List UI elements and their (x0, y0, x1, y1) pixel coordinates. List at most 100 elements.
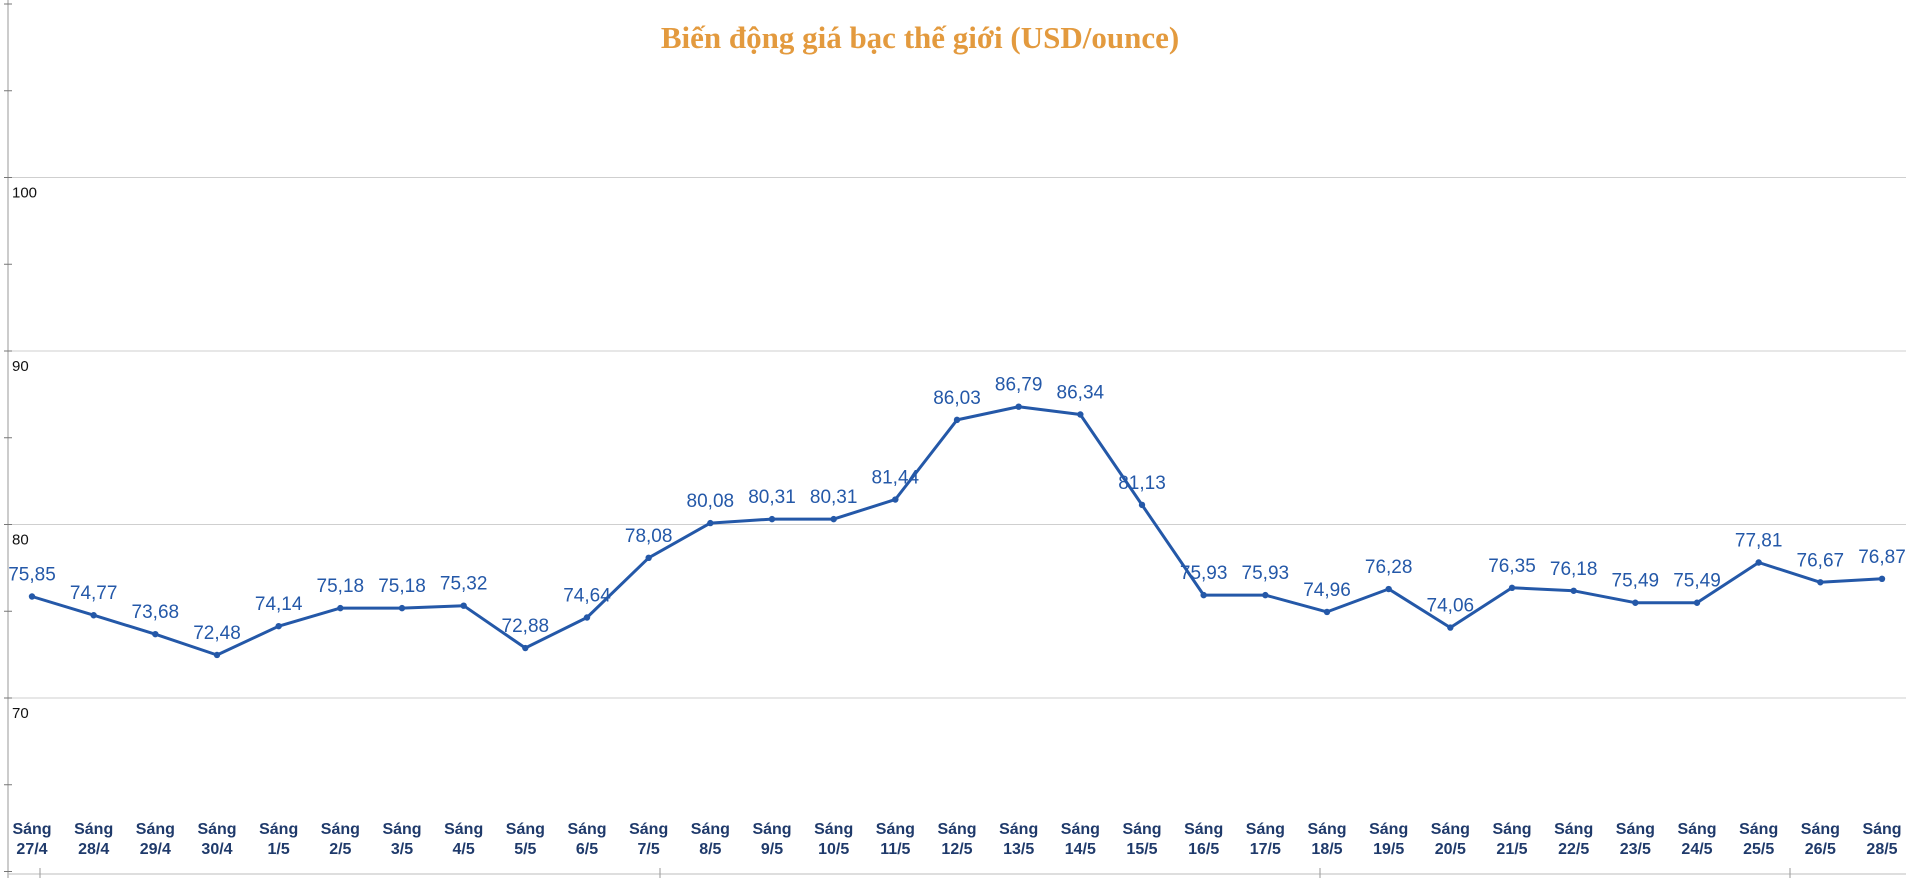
data-point (583, 614, 591, 621)
data-label: 74,64 (563, 585, 611, 606)
data-label: 80,31 (810, 487, 858, 508)
data-label: 81,13 (1118, 473, 1166, 494)
data-label: 76,67 (1797, 550, 1845, 571)
data-label: 75,18 (317, 576, 365, 597)
data-label: 76,35 (1488, 556, 1536, 577)
x-tick-label: Sáng 1/5 (259, 821, 298, 858)
x-tick-line: Sáng (1369, 821, 1408, 838)
x-tick-line: Sáng (136, 821, 175, 838)
x-tick-label: Sáng 29/4 (136, 821, 175, 858)
data-point (830, 515, 837, 523)
x-tick-line: Sáng (814, 821, 853, 838)
data-label: 75,93 (1180, 563, 1228, 584)
x-tick-line: Sáng (1184, 821, 1223, 838)
x-tick-label: Sáng 23/5 (1616, 821, 1655, 858)
chart-title: Biến động giá bạc thế giới (USD/ounce) (661, 20, 1179, 55)
data-label: 75,85 (8, 565, 56, 586)
x-tick-label: Sáng 28/5 (1862, 821, 1901, 858)
data-label: 81,44 (872, 468, 920, 489)
x-tick-line: 14/5 (1065, 841, 1096, 858)
x-tick-line: 2/5 (329, 841, 351, 858)
x-tick-line: 20/5 (1435, 841, 1466, 858)
data-point (90, 612, 97, 619)
data-label: 74,06 (1427, 596, 1475, 617)
data-point (398, 604, 406, 612)
data-label: 73,68 (132, 602, 180, 623)
data-point (768, 515, 776, 523)
y-tick-label: 80 (12, 532, 29, 549)
x-tick-label: Sáng 2/5 (321, 821, 360, 858)
x-tick-line: Sáng (1492, 821, 1531, 838)
x-tick-line: Sáng (444, 821, 483, 838)
x-tick-label: Sáng 12/5 (937, 821, 976, 858)
data-point (1385, 585, 1392, 593)
data-label: 80,31 (748, 487, 796, 508)
y-axis-ticks: 100 90 80 70 (12, 185, 37, 723)
x-tick-line: Sáng (321, 821, 360, 838)
x-tick-line: 24/5 (1681, 841, 1712, 858)
x-tick-label: Sáng 16/5 (1184, 821, 1223, 858)
axes (4, 0, 1906, 878)
x-tick-line: 30/4 (201, 841, 232, 858)
data-point (645, 554, 652, 562)
x-tick-line: 11/5 (880, 841, 910, 858)
data-point (1693, 599, 1701, 606)
data-point (275, 622, 282, 630)
x-tick-line: 3/5 (391, 841, 413, 858)
data-point (707, 519, 714, 527)
data-label: 74,14 (255, 594, 303, 615)
x-tick-line: 16/5 (1188, 841, 1219, 858)
x-tick-line: 8/5 (699, 841, 721, 858)
x-tick-label: Sáng 21/5 (1492, 821, 1531, 858)
x-tick-line: 7/5 (638, 841, 660, 858)
x-tick-line: 22/5 (1558, 841, 1589, 858)
data-label: 72,88 (502, 616, 550, 637)
data-point (152, 630, 159, 638)
x-tick-label: Sáng 14/5 (1061, 821, 1100, 858)
x-tick-label: Sáng 9/5 (752, 821, 791, 858)
data-point (1077, 411, 1084, 418)
x-tick-label: Sáng 26/5 (1801, 821, 1840, 858)
data-points (28, 403, 1886, 659)
x-tick-line: 9/5 (761, 841, 783, 858)
series-line (31, 405, 1883, 657)
x-tick-line: Sáng (999, 821, 1038, 838)
data-label: 75,18 (378, 576, 426, 597)
data-point (1632, 599, 1639, 606)
data-label: 75,49 (1673, 571, 1721, 592)
x-tick-line: Sáng (197, 821, 236, 838)
x-tick-line: Sáng (629, 821, 668, 838)
data-label: 75,93 (1242, 563, 1290, 584)
x-tick-line: Sáng (691, 821, 730, 838)
x-tick-line: Sáng (1061, 821, 1100, 838)
x-tick-line: 1/5 (268, 841, 290, 858)
data-label: 86,03 (933, 388, 981, 409)
x-tick-line: Sáng (1677, 821, 1716, 838)
x-tick-label: Sáng 13/5 (999, 821, 1038, 858)
data-label: 74,77 (70, 583, 118, 604)
data-label: 77,81 (1735, 530, 1783, 551)
x-tick-line: 4/5 (453, 841, 475, 858)
x-tick-line: Sáng (74, 821, 113, 838)
x-tick-label: Sáng 3/5 (382, 821, 421, 858)
x-tick-line: Sáng (876, 821, 915, 838)
data-label: 75,49 (1612, 571, 1660, 592)
x-tick-label: Sáng 28/4 (74, 821, 113, 858)
x-tick-line: 18/5 (1311, 841, 1342, 858)
data-point (460, 602, 467, 609)
x-tick-line: Sáng (1862, 821, 1901, 838)
x-tick-label: Sáng 7/5 (629, 821, 668, 858)
data-label: 76,87 (1858, 547, 1906, 568)
x-tick-line: 23/5 (1620, 841, 1651, 858)
x-tick-label: Sáng 5/5 (506, 821, 545, 858)
x-tick-label: Sáng 20/5 (1431, 821, 1470, 858)
data-point (1817, 579, 1824, 586)
data-point (213, 651, 221, 659)
x-tick-label: Sáng 17/5 (1246, 821, 1285, 858)
x-tick-label: Sáng 19/5 (1369, 821, 1408, 858)
data-point (28, 593, 36, 600)
x-tick-line: Sáng (1431, 821, 1470, 838)
x-tick-label: Sáng 8/5 (691, 821, 730, 858)
data-point (337, 604, 344, 612)
